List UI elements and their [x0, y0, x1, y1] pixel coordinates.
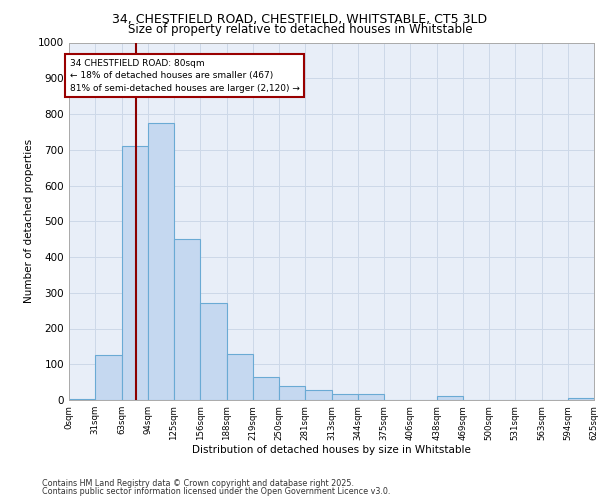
- Bar: [148, 123, 174, 400]
- Bar: [358, 394, 384, 400]
- Text: Size of property relative to detached houses in Whitstable: Size of property relative to detached ho…: [128, 22, 472, 36]
- Bar: [227, 354, 253, 400]
- X-axis label: Distribution of detached houses by size in Whitstable: Distribution of detached houses by size …: [192, 446, 471, 456]
- Bar: [122, 146, 148, 400]
- Text: 34 CHESTFIELD ROAD: 80sqm
← 18% of detached houses are smaller (467)
81% of semi: 34 CHESTFIELD ROAD: 80sqm ← 18% of detac…: [70, 58, 300, 92]
- Text: Contains HM Land Registry data © Crown copyright and database right 2025.: Contains HM Land Registry data © Crown c…: [42, 478, 354, 488]
- Bar: [174, 239, 200, 400]
- Bar: [200, 304, 227, 400]
- Bar: [332, 394, 358, 400]
- Y-axis label: Number of detached properties: Number of detached properties: [24, 139, 34, 304]
- Text: Contains public sector information licensed under the Open Government Licence v3: Contains public sector information licen…: [42, 487, 391, 496]
- Text: 34, CHESTFIELD ROAD, CHESTFIELD, WHITSTABLE, CT5 3LD: 34, CHESTFIELD ROAD, CHESTFIELD, WHITSTA…: [112, 12, 488, 26]
- Bar: [568, 398, 594, 400]
- Bar: [279, 386, 305, 400]
- Bar: [437, 396, 463, 400]
- Bar: [305, 390, 332, 400]
- Bar: [95, 356, 122, 400]
- Bar: [253, 377, 279, 400]
